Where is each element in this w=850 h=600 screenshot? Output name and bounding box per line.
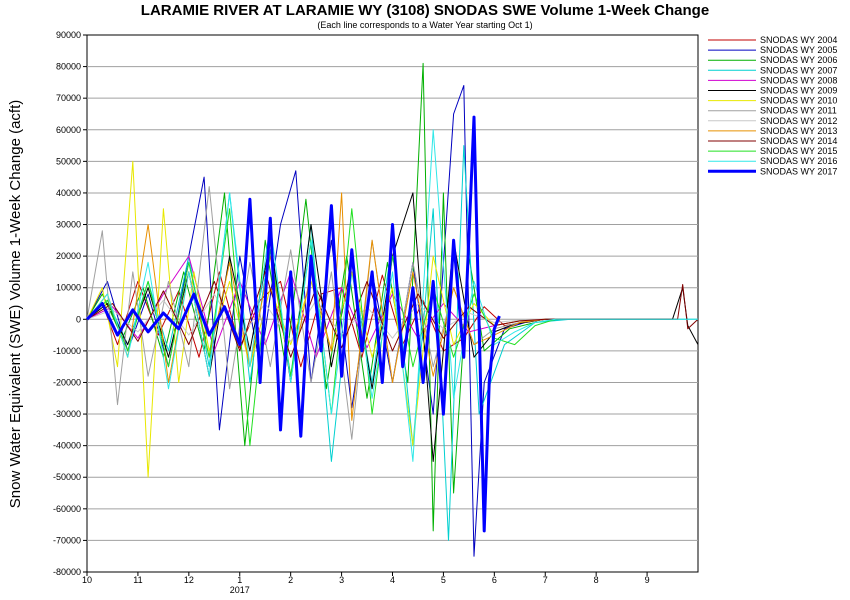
x-tick-label: 6: [492, 575, 497, 585]
y-axis-label: Snow Water Equivalent (SWE) Volume 1-Wee…: [7, 100, 24, 509]
y-tick-label: -40000: [53, 441, 81, 451]
y-tick-label: -60000: [53, 504, 81, 514]
y-tick-label: 90000: [56, 30, 81, 40]
x-year-label: 2017: [230, 585, 250, 595]
series-line: [85, 115, 501, 533]
legend-label: SNODAS WY 2014: [760, 136, 837, 146]
x-tick-label: 9: [645, 575, 650, 585]
series-layer: [85, 62, 699, 557]
y-tick-label: 60000: [56, 125, 81, 135]
series-line: [86, 160, 546, 478]
series-line: [86, 192, 546, 421]
series-line: [86, 271, 546, 368]
legend-label: SNODAS WY 2010: [760, 96, 837, 106]
legend-label: SNODAS WY 2009: [760, 86, 837, 96]
legend-label: SNODAS WY 2008: [760, 75, 837, 85]
legend-label: SNODAS WY 2005: [760, 45, 837, 55]
x-tick-label: 1: [237, 575, 242, 585]
y-tick-label: -50000: [53, 472, 81, 482]
legend-label: SNODAS WY 2012: [760, 116, 837, 126]
y-tick-label: -10000: [53, 346, 81, 356]
y-tick-label: -20000: [53, 377, 81, 387]
legend-label: SNODAS WY 2013: [760, 126, 837, 136]
x-tick-label: 3: [339, 575, 344, 585]
legend-label: SNODAS WY 2006: [760, 55, 837, 65]
legend-label: SNODAS WY 2015: [760, 146, 837, 156]
y-tick-label: 70000: [56, 93, 81, 103]
y-tick-label: -80000: [53, 567, 81, 577]
y-tick-label: -30000: [53, 409, 81, 419]
y-tick-label: 30000: [56, 220, 81, 230]
legend-label: SNODAS WY 2007: [760, 65, 837, 75]
y-tick-label: 50000: [56, 156, 81, 166]
x-tick-label: 4: [390, 575, 395, 585]
x-tick-label: 7: [543, 575, 548, 585]
y-axis: -80000 -70000 -60000 -50000 -40000 -30000 -200…: [53, 30, 87, 577]
y-tick-label: 20000: [56, 251, 81, 261]
legend-label: SNODAS WY 2016: [760, 156, 837, 166]
y-tick-label: 0: [76, 314, 81, 324]
y-tick-label: -70000: [53, 535, 81, 545]
x-axis: 10 11 12 1 2 3 4 5 6 7 8 9: [82, 572, 650, 585]
x-tick-label: 2: [288, 575, 293, 585]
x-tick-label: 11: [133, 575, 142, 585]
x-tick-label: 10: [82, 575, 92, 585]
y-tick-label: 40000: [56, 188, 81, 198]
y-tick-label: 10000: [56, 283, 81, 293]
legend-label: SNODAS WY 2004: [760, 35, 837, 45]
x-tick-label: 12: [184, 575, 194, 585]
chart-subtitle: (Each line corresponds to a Water Year s…: [317, 20, 533, 30]
legend-label: SNODAS WY 2011: [760, 106, 837, 116]
chart-title: LARAMIE RIVER AT LARAMIE WY (3108) SNODA…: [140, 2, 710, 19]
legend-label: SNODAS WY 2017: [760, 166, 837, 176]
x-tick-label: 5: [441, 575, 446, 585]
y-tick-label: 80000: [56, 62, 81, 72]
x-tick-label: 8: [594, 575, 599, 585]
